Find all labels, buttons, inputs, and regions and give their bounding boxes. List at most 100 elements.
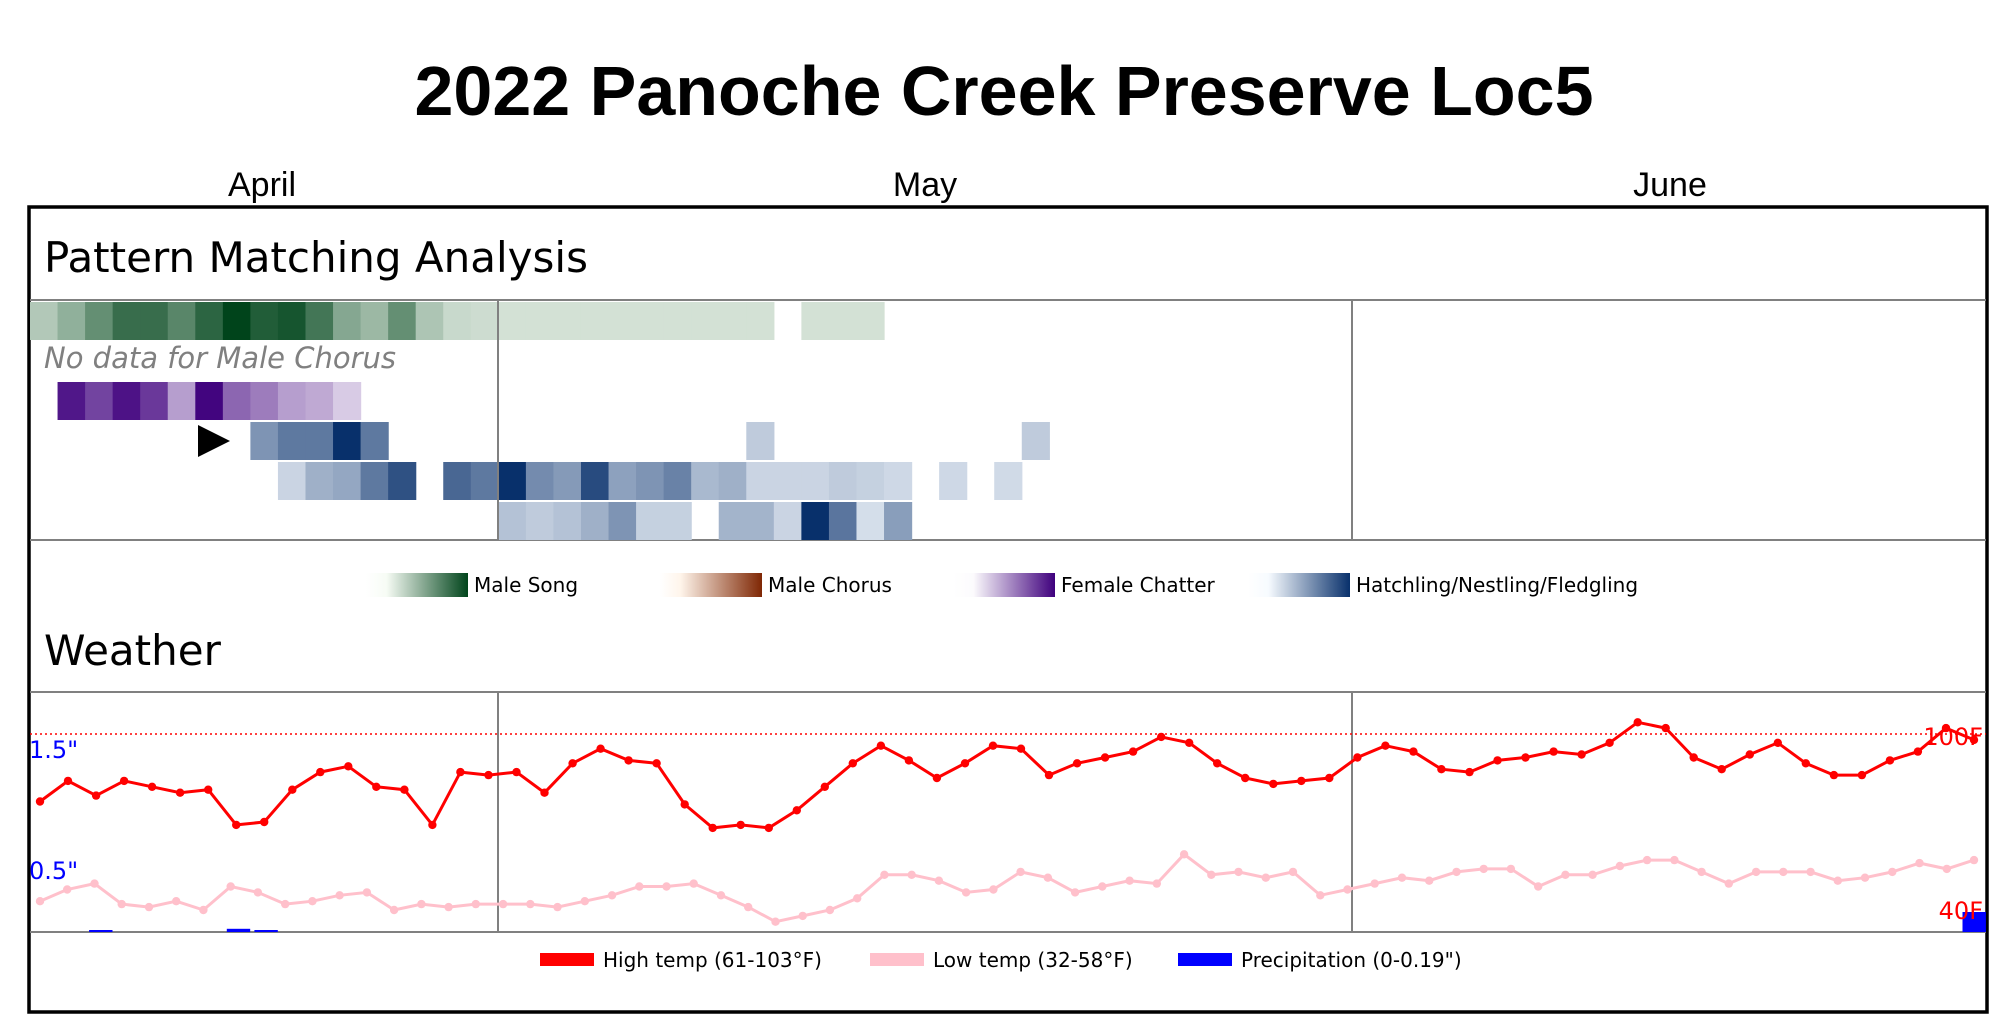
heatmap-cell [746,302,775,340]
low-temp-point [689,879,698,888]
high-temp-point [568,759,577,768]
heatmap-cell [939,462,968,500]
heatmap-cell [856,502,885,540]
heatmap-cell [636,462,665,500]
heatmap-cell [112,382,141,420]
heatmap-cell [498,462,527,500]
heatmap-cell [718,502,747,540]
high-temp-point [91,791,101,800]
low-temp-point [1697,867,1706,877]
heatmap-cell [250,422,279,460]
weather-legend-label: Precipitation (0-0.19") [1241,948,1462,972]
high-temp-point [960,759,970,768]
precip-bar [254,930,278,932]
heatmap-cell [718,302,747,340]
low-temp-point [308,897,317,906]
high-temp-point [1493,756,1502,765]
heatmap-cell [277,462,307,500]
precip-label-high: 1.5" [29,736,78,764]
high-temp-point [764,823,773,833]
high-temp-point [1689,753,1698,762]
no-data-label: No data for Male Chorus [44,341,396,375]
heatmap-cell [140,382,169,420]
heatmap-cell [828,462,858,500]
legend-label: Male Chorus [768,573,892,597]
legend-swatch [1248,573,1350,597]
high-temp-point [1016,744,1026,753]
heatmap-cell [746,422,775,460]
high-temp-point [596,744,605,753]
heatmap-cell [140,302,169,340]
high-temp-point [680,800,689,809]
low-temp-point [744,902,753,912]
heatmap-cell [85,302,114,340]
low-temp-point [335,891,344,900]
precip-bar [1962,912,1986,932]
low-temp-point [444,902,453,912]
low-temp-point [825,905,835,915]
high-temp-point [288,785,297,794]
low-temp-point [62,885,72,894]
heatmap-cell [525,502,555,540]
high-temp-point [1353,753,1362,762]
heatmap-cell [553,502,582,540]
high-temp-point [1128,747,1138,756]
high-temp-point [316,767,325,777]
low-temp-point [1261,873,1271,882]
heatmap-cell [305,422,334,460]
precip-bar [89,930,113,932]
precip-bar [226,928,251,932]
low-temp-point [253,888,263,897]
heatmap-cell [222,302,251,340]
low-temp-point [1860,873,1870,882]
high-temp-point [428,820,437,830]
low-temp-point [362,888,372,897]
high-temp-point [63,776,73,786]
weather-legend: High temp (61-103°F) Low temp (32-58°F) Pr… [540,948,1462,972]
high-temp-point [708,823,717,833]
heatmap-cell [746,502,775,540]
heatmap-cell [195,302,224,340]
low-temp-point [172,897,181,906]
low-temp-point [1207,870,1216,879]
heatmap-cell [277,302,307,340]
weather-section-title: Weather [44,626,222,675]
heatmap-cell [884,462,913,500]
high-temp-point [1661,723,1670,733]
high-temp-point [1773,738,1783,747]
high-temp-point [1409,747,1418,756]
heatmap-cell [856,302,885,340]
high-temp-point [484,770,493,780]
heatmap-cell [388,302,417,340]
heatmap-cell [608,502,637,540]
heatmap-cell [443,462,472,500]
heatmap-cell [718,462,747,500]
high-temp-point [1213,759,1222,768]
low-temp-point [662,882,671,891]
high-temp-point [1521,753,1530,762]
low-temp-point [1588,870,1597,879]
low-temp-point [771,917,780,926]
low-temp-point [1561,870,1570,879]
weather-plot: 1.5" 0.5" 100F 40F [29,691,1986,933]
heatmap-cell [856,462,885,500]
high-temp-point [344,762,353,771]
heatmap-cell [608,462,637,500]
low-temp-point [1534,882,1543,891]
high-temp-point [1801,759,1811,768]
heatmap-cell [333,302,362,340]
low-temp-point [1343,885,1352,894]
heatmap-cell [663,302,692,340]
low-temp-point [1125,876,1134,885]
low-temp-point [580,897,589,906]
low-temp-point [1479,864,1488,874]
high-temp-point [1044,770,1054,780]
heatmap-cell [553,302,582,340]
heatmap-cell [553,462,582,500]
heatmap-cell [167,302,196,340]
low-temp-point [1098,882,1107,891]
high-temp-point [1941,723,1951,733]
low-temp-point [1070,888,1080,897]
low-temp-point [1833,876,1843,885]
low-temp-point [1288,867,1298,877]
